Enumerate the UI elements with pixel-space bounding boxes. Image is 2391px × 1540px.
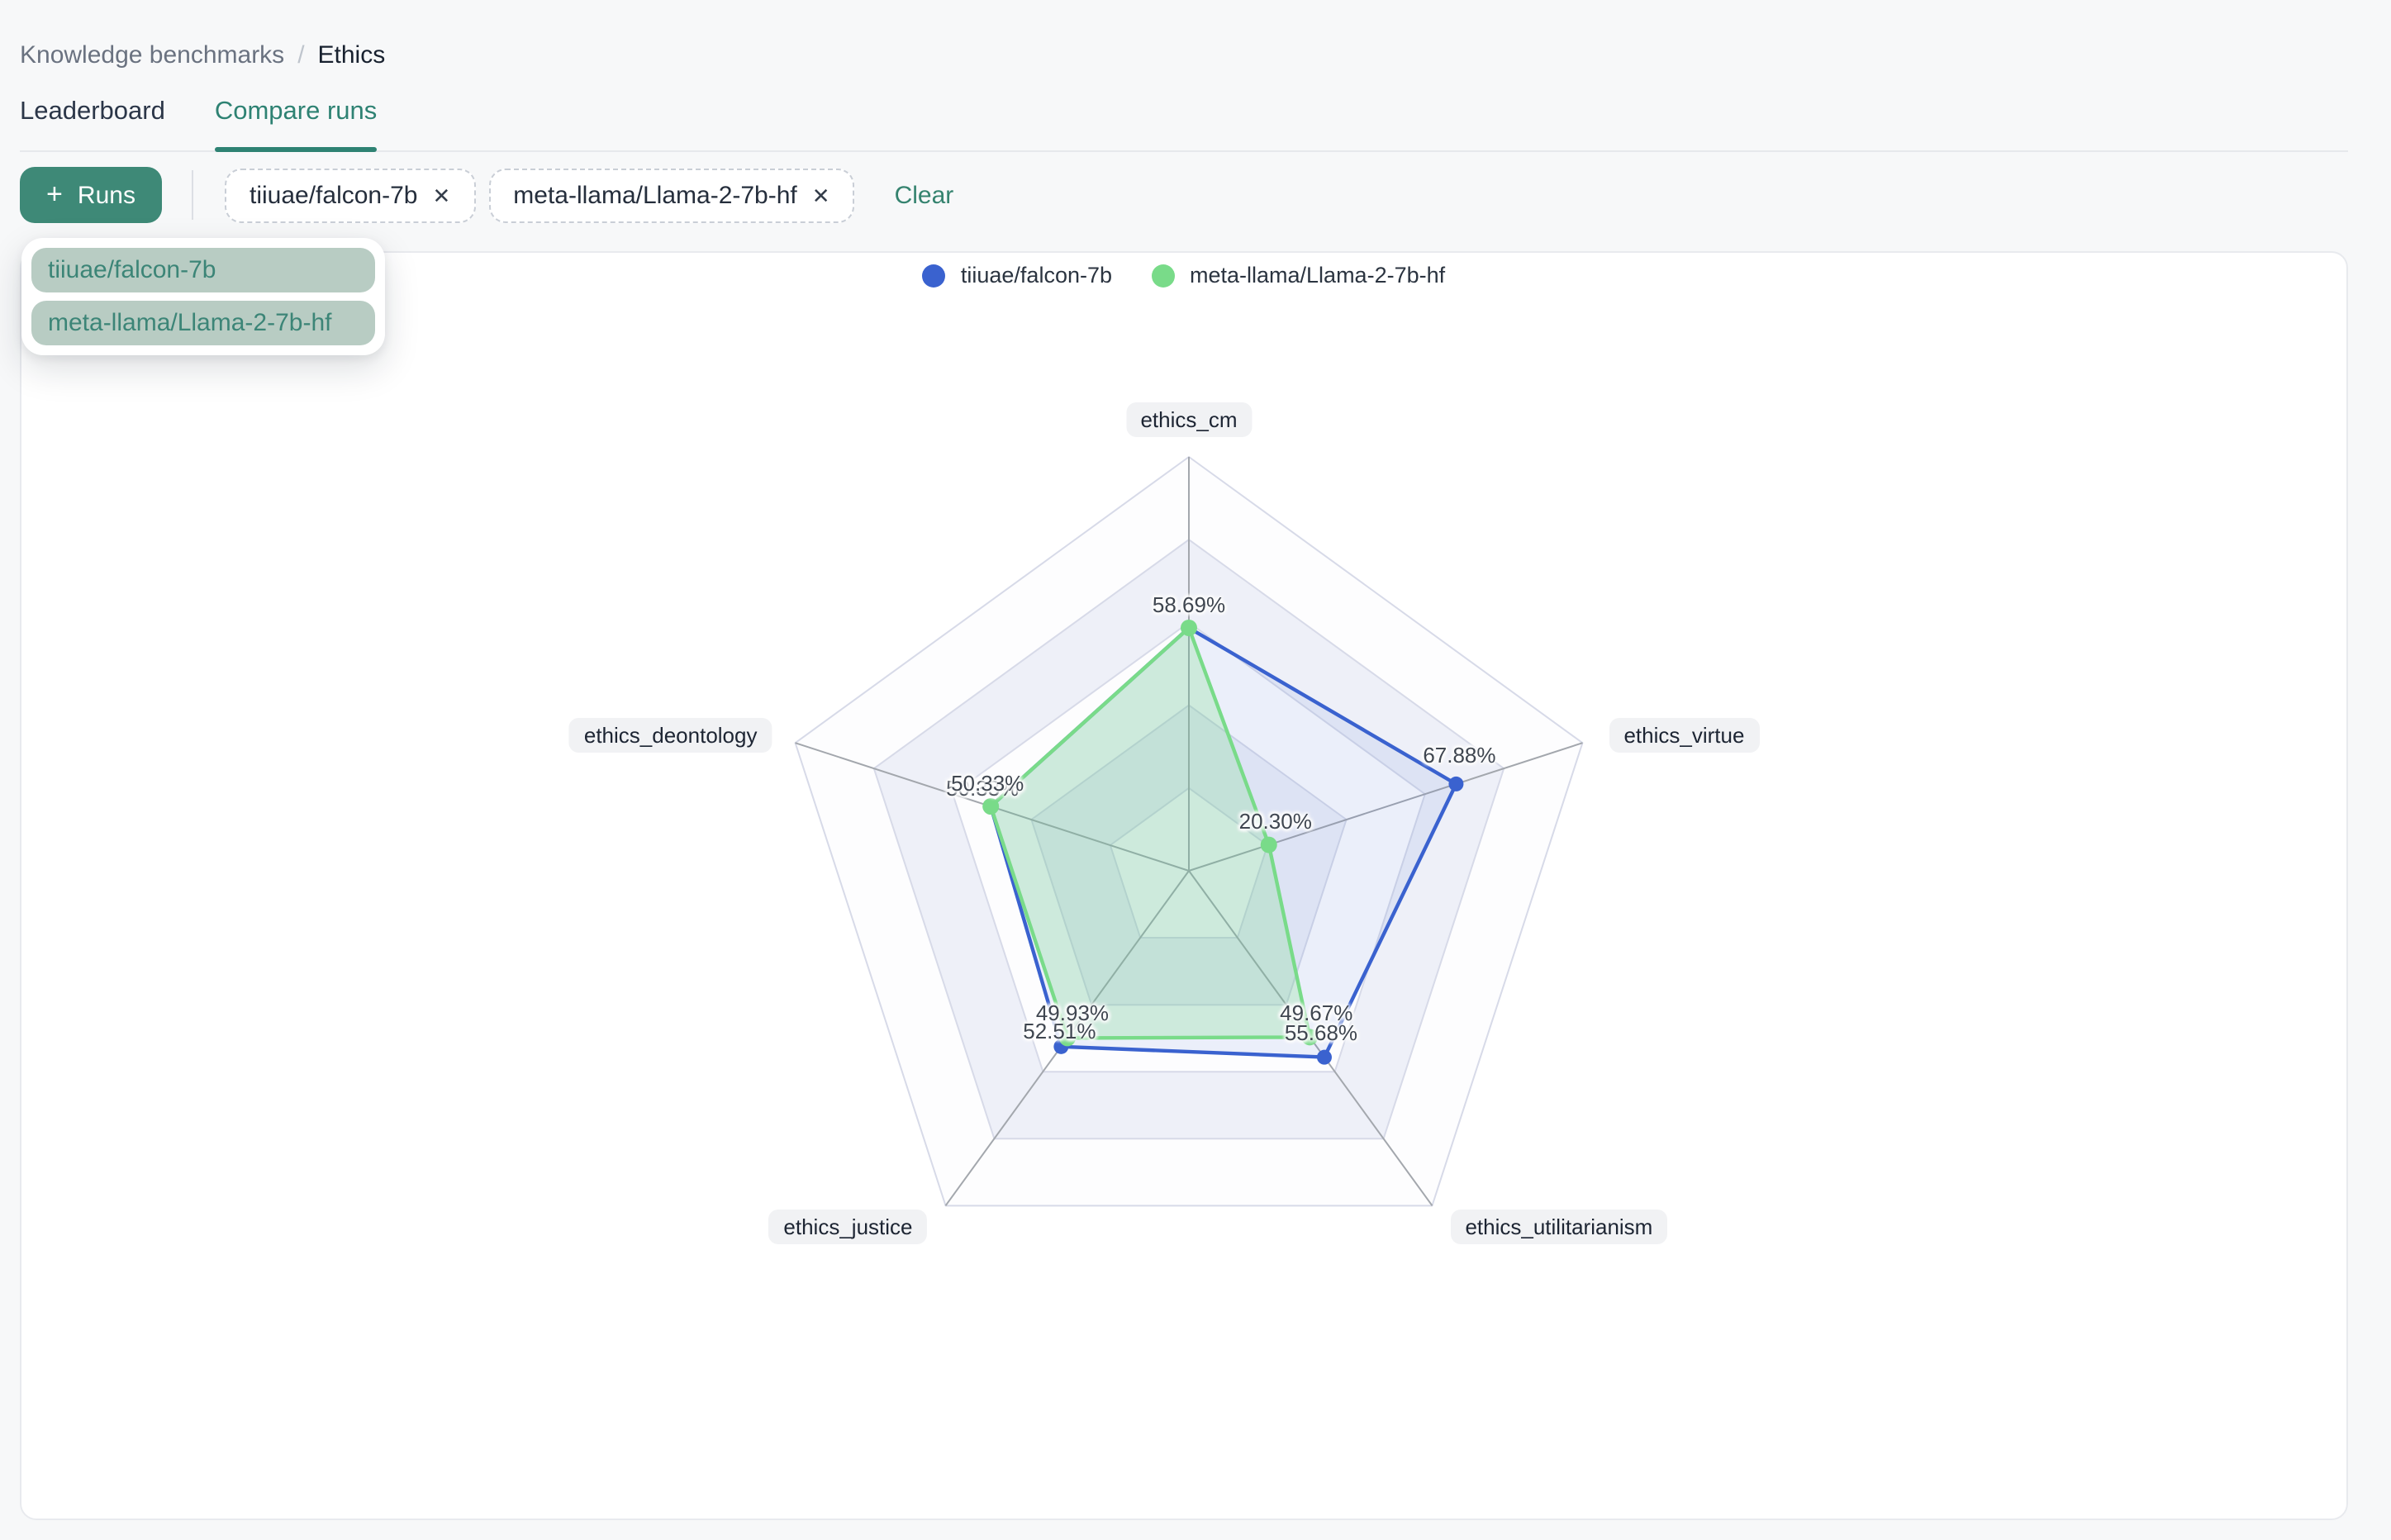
toolbar: + Runs tiiuae/falcon-7b ✕ meta-llama/Lla…: [20, 167, 953, 223]
tab-leaderboard[interactable]: Leaderboard: [20, 97, 165, 126]
chart-card: ethics_cm ethics_virtue ethics_utilitarian…: [20, 251, 2348, 1520]
add-runs-label: Runs: [77, 181, 135, 209]
add-runs-button[interactable]: + Runs: [20, 167, 162, 223]
dropdown-item-llama[interactable]: meta-llama/Llama-2-7b-hf: [31, 301, 375, 345]
plus-icon: +: [46, 178, 63, 210]
run-chip-label: tiiuae/falcon-7b: [250, 181, 418, 209]
close-icon[interactable]: ✕: [432, 183, 451, 207]
close-icon[interactable]: ✕: [811, 183, 830, 207]
breadcrumb-link-knowledge-benchmarks[interactable]: Knowledge benchmarks: [20, 41, 285, 69]
breadcrumb-current-ethics: Ethics: [317, 41, 386, 69]
legend-dot-falcon: [922, 264, 946, 287]
tab-bar: Leaderboard Compare runs: [20, 94, 2348, 152]
runs-dropdown: tiiuae/falcon-7b meta-llama/Llama-2-7b-h…: [21, 238, 385, 355]
breadcrumb: Knowledge benchmarks / Ethics: [20, 41, 385, 69]
breadcrumb-separator: /: [297, 41, 305, 69]
toolbar-divider: [192, 170, 193, 220]
legend-label: tiiuae/falcon-7b: [960, 263, 1112, 288]
chart-legend: tiiuae/falcon-7b meta-llama/Llama-2-7b-h…: [21, 263, 2346, 288]
run-chip-falcon[interactable]: tiiuae/falcon-7b ✕: [225, 168, 476, 222]
run-chip-llama[interactable]: meta-llama/Llama-2-7b-hf ✕: [488, 168, 855, 222]
run-chip-label: meta-llama/Llama-2-7b-hf: [513, 181, 797, 209]
legend-item-llama[interactable]: meta-llama/Llama-2-7b-hf: [1152, 263, 1445, 288]
clear-button[interactable]: Clear: [894, 181, 954, 209]
legend-dot-llama: [1152, 264, 1175, 287]
tab-compare-runs[interactable]: Compare runs: [214, 94, 378, 152]
legend-item-falcon[interactable]: tiiuae/falcon-7b: [922, 263, 1112, 288]
dropdown-item-falcon[interactable]: tiiuae/falcon-7b: [31, 248, 375, 292]
legend-label: meta-llama/Llama-2-7b-hf: [1190, 263, 1446, 288]
radar-chart: [794, 456, 1584, 1207]
